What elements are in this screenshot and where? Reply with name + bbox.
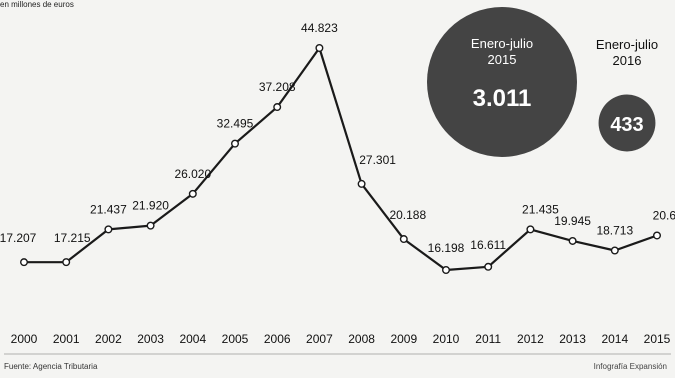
source-note: Fuente: Agencia Tributaria [4,362,98,371]
x-tick-label: 2012 [517,332,544,346]
data-label: 32.495 [217,117,254,131]
data-point [104,225,113,234]
data-label: 17.215 [54,231,91,245]
bubble-label: 2016 [613,53,642,68]
data-point [442,266,451,275]
line-layer [4,46,671,355]
x-tick-label: 2002 [95,332,122,346]
bubble-label: 2015 [488,52,517,67]
data-point [357,179,366,188]
data-label: 19.945 [554,214,591,228]
bubble-label: Enero-julio [596,37,658,52]
data-label: 20.188 [389,208,426,222]
x-tick-label: 2004 [179,332,206,346]
chart-subtitle: en millones de euros [0,0,74,9]
x-tick-label: 2000 [11,332,38,346]
data-label: 37.208 [259,80,296,94]
data-point [526,225,535,234]
x-tick-label: 2001 [53,332,80,346]
data-label: 17.207 [0,231,37,245]
x-tick-label: 2013 [559,332,586,346]
x-tick-label: 2005 [222,332,249,346]
data-label: 26.020 [174,167,211,181]
data-label: 18.713 [596,223,633,237]
data-point [484,262,493,271]
data-point [610,246,619,255]
x-tick-label: 2007 [306,332,333,346]
x-tick-label: 2006 [264,332,291,346]
credit-note: Infografía Expansión [593,362,667,371]
x-tick-label: 2014 [601,332,628,346]
data-point [146,221,155,230]
data-point [230,139,239,148]
series-line [23,46,658,272]
x-tick-label: 2008 [348,332,375,346]
x-tick-label: 2011 [475,332,501,346]
x-tick-label: 2009 [390,332,417,346]
data-point [399,235,408,244]
bubble-label: Enero-julio [471,36,533,51]
x-tick-label: 2015 [644,332,671,346]
data-point [315,44,324,53]
data-point [62,258,71,267]
data-label: 44.823 [301,21,338,35]
data-point [568,236,577,245]
data-point [273,103,282,112]
data-label: 21.437 [90,202,127,216]
bubble-2015 [427,7,577,157]
data-label: 20.649 [653,208,675,222]
bubble-value: 433 [610,114,643,136]
bubble-value: 3.011 [473,85,532,112]
data-point [20,258,29,267]
data-label: 21.435 [522,202,559,216]
data-label: 16.198 [428,241,465,255]
marks-layer: 17.207 2000 17.215 2001 21.437 2002 21.920 2003… [0,21,675,346]
x-tick-label: 2010 [433,332,460,346]
data-point [188,189,197,198]
data-label: 27.301 [359,153,396,167]
data-label: 21.920 [132,199,169,213]
x-tick-label: 2003 [137,332,164,346]
data-point [653,231,662,240]
data-label: 16.611 [470,238,506,252]
bubble-2016 [598,94,656,152]
